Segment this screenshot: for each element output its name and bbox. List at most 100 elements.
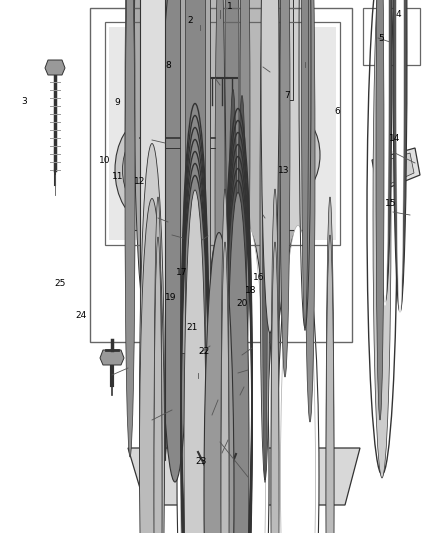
Bar <box>105 22 340 245</box>
Ellipse shape <box>393 0 407 312</box>
Polygon shape <box>128 448 360 505</box>
Ellipse shape <box>184 190 206 533</box>
Text: 12: 12 <box>134 177 145 185</box>
Ellipse shape <box>278 0 312 392</box>
Text: 18: 18 <box>245 286 256 295</box>
Ellipse shape <box>270 115 320 195</box>
Ellipse shape <box>280 0 290 377</box>
Ellipse shape <box>125 0 135 457</box>
Ellipse shape <box>240 0 250 377</box>
Ellipse shape <box>270 0 280 452</box>
Bar <box>363 8 420 65</box>
Ellipse shape <box>221 189 229 533</box>
Bar <box>200 0 208 240</box>
Text: 14: 14 <box>389 134 400 143</box>
Ellipse shape <box>180 225 215 533</box>
Bar <box>180 0 210 353</box>
Text: 6: 6 <box>334 108 340 116</box>
Bar <box>185 0 205 346</box>
Ellipse shape <box>134 0 162 329</box>
Bar <box>183 0 191 237</box>
Bar <box>130 0 166 100</box>
Ellipse shape <box>125 0 135 377</box>
Bar <box>90 8 352 342</box>
Ellipse shape <box>381 0 389 305</box>
Ellipse shape <box>139 198 165 533</box>
Text: 9: 9 <box>114 98 120 107</box>
Text: 10: 10 <box>99 157 111 165</box>
Ellipse shape <box>271 242 279 533</box>
Text: 8: 8 <box>166 61 172 69</box>
Text: 4: 4 <box>396 11 401 19</box>
Ellipse shape <box>154 197 162 533</box>
Ellipse shape <box>227 230 269 533</box>
Ellipse shape <box>376 0 384 420</box>
Text: 1: 1 <box>227 2 233 11</box>
Ellipse shape <box>277 230 319 533</box>
Text: 11: 11 <box>112 173 123 181</box>
Ellipse shape <box>177 230 219 533</box>
Ellipse shape <box>141 0 155 336</box>
Ellipse shape <box>268 0 282 336</box>
Ellipse shape <box>261 0 279 333</box>
Text: 25: 25 <box>55 279 66 288</box>
Bar <box>110 27 336 240</box>
Ellipse shape <box>242 0 274 442</box>
Text: 15: 15 <box>385 199 396 208</box>
Ellipse shape <box>203 238 233 533</box>
Ellipse shape <box>154 237 162 533</box>
Ellipse shape <box>147 0 179 442</box>
Text: 17: 17 <box>176 269 187 277</box>
Ellipse shape <box>262 0 268 482</box>
Text: 7: 7 <box>284 92 290 100</box>
Ellipse shape <box>396 0 403 316</box>
Ellipse shape <box>301 0 308 330</box>
Polygon shape <box>378 153 414 187</box>
Ellipse shape <box>230 225 265 533</box>
Text: 13: 13 <box>278 166 290 175</box>
Text: 16: 16 <box>253 273 264 281</box>
Ellipse shape <box>305 0 315 422</box>
Ellipse shape <box>215 0 225 462</box>
Bar <box>130 0 305 230</box>
Bar <box>140 0 165 460</box>
Ellipse shape <box>225 0 239 336</box>
Text: 21: 21 <box>186 324 198 332</box>
Ellipse shape <box>373 0 391 478</box>
Text: 24: 24 <box>75 311 87 320</box>
Bar <box>257 0 293 100</box>
Bar <box>214 0 250 100</box>
Ellipse shape <box>194 0 226 442</box>
Ellipse shape <box>326 197 334 533</box>
Text: 23: 23 <box>195 457 206 465</box>
Ellipse shape <box>115 120 175 220</box>
Polygon shape <box>100 350 124 365</box>
Ellipse shape <box>204 232 234 533</box>
Ellipse shape <box>237 95 247 533</box>
Ellipse shape <box>228 90 238 533</box>
Ellipse shape <box>280 225 315 533</box>
Polygon shape <box>45 60 65 75</box>
Ellipse shape <box>139 143 165 533</box>
Ellipse shape <box>260 0 270 480</box>
Ellipse shape <box>326 235 334 533</box>
Ellipse shape <box>227 192 249 533</box>
Text: 2: 2 <box>188 16 193 25</box>
Ellipse shape <box>221 242 229 533</box>
Text: 3: 3 <box>21 97 27 106</box>
Polygon shape <box>372 148 420 192</box>
Ellipse shape <box>218 0 246 329</box>
Text: 20: 20 <box>236 300 247 308</box>
Ellipse shape <box>200 0 210 377</box>
Text: 5: 5 <box>378 34 384 43</box>
Ellipse shape <box>176 0 204 329</box>
Ellipse shape <box>160 0 170 377</box>
Text: 22: 22 <box>198 348 209 356</box>
Ellipse shape <box>160 0 170 457</box>
Ellipse shape <box>183 0 197 336</box>
Text: 19: 19 <box>165 293 177 302</box>
Ellipse shape <box>123 133 167 207</box>
Ellipse shape <box>261 0 289 329</box>
Ellipse shape <box>271 189 279 533</box>
Ellipse shape <box>160 0 190 482</box>
